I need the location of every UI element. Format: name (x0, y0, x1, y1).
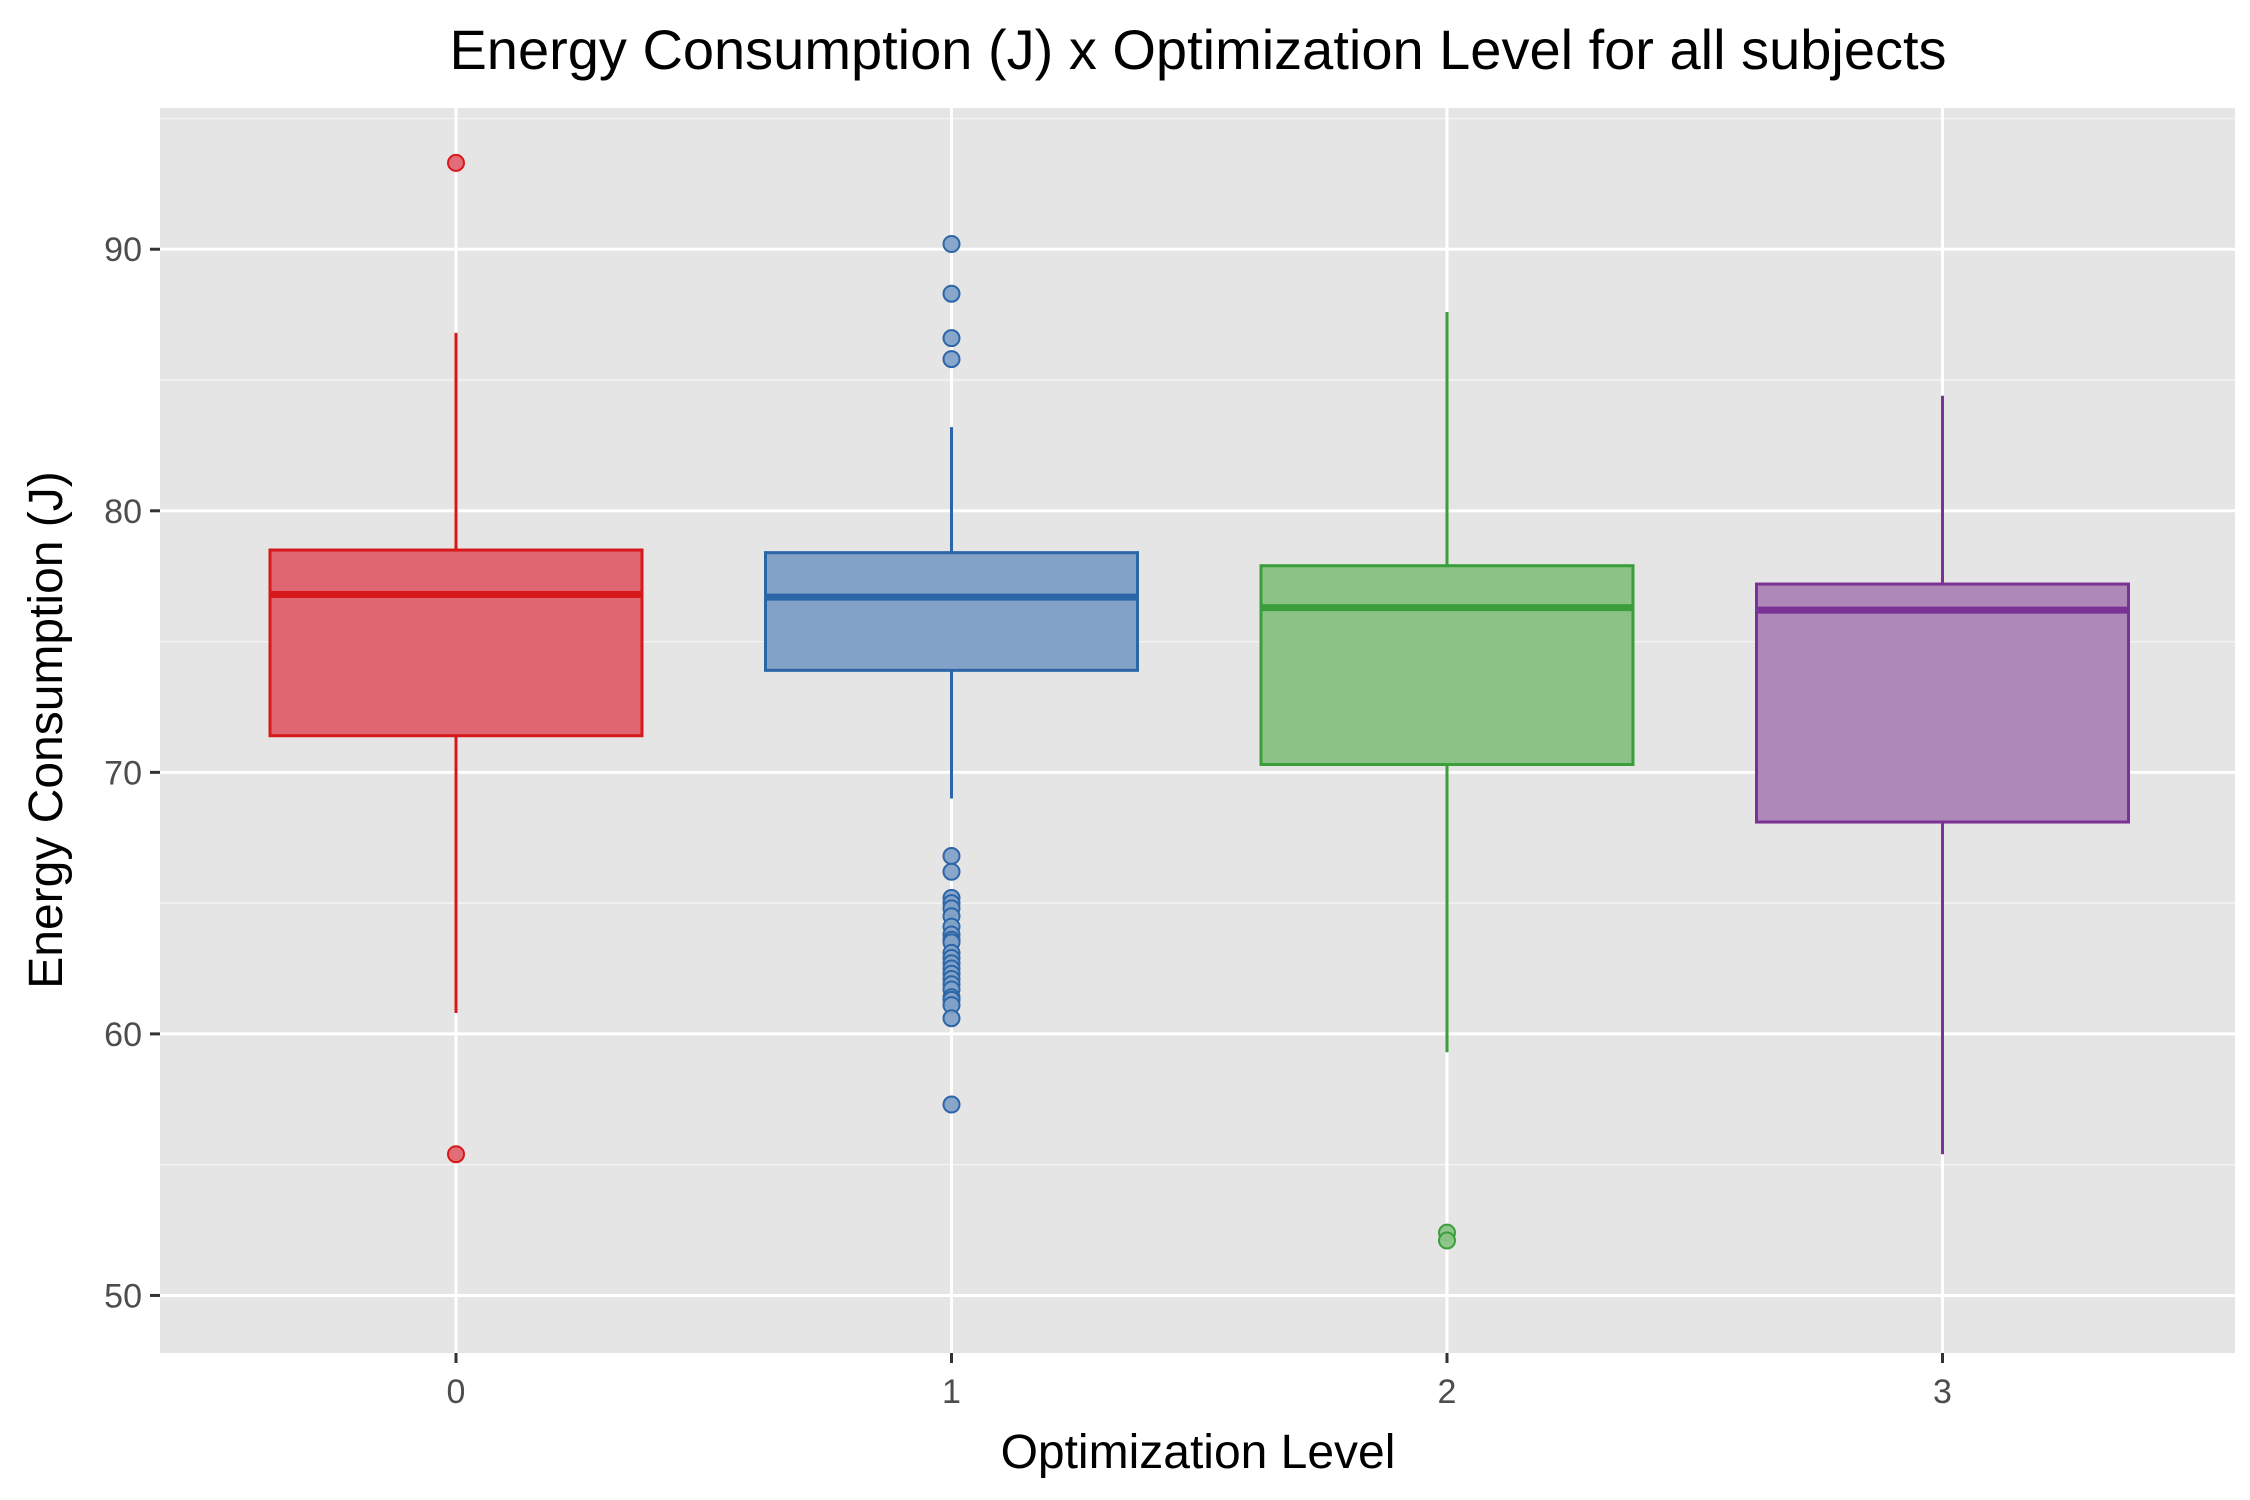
box-iqr (1259, 564, 1635, 767)
box-group-3 (1755, 395, 2130, 1155)
outlier-point (447, 1145, 465, 1164)
x-tick-label: 1 (942, 1373, 961, 1411)
outlier-point (1438, 1231, 1456, 1250)
box-group-1 (764, 235, 1139, 1114)
outlier-point (447, 153, 465, 172)
x-tick-label: 0 (447, 1373, 466, 1411)
outlier-point (942, 235, 961, 254)
box-iqr (1755, 582, 2130, 824)
box-series (268, 153, 2130, 1250)
x-tick-label: 3 (1933, 1373, 1952, 1411)
box-group-0 (268, 153, 644, 1164)
x-axis-title: Optimization Level (1001, 1426, 1396, 1479)
box-group-2 (1259, 312, 1635, 1250)
outlier-point (942, 284, 961, 303)
box-iqr (764, 551, 1139, 672)
outlier-point (942, 862, 961, 881)
outlier-point (942, 1095, 961, 1114)
y-axis-title: Energy Consumption (J) (20, 471, 73, 989)
outlier-point (942, 847, 961, 866)
outlier-point (942, 350, 961, 369)
x-tick-label: 2 (1438, 1373, 1457, 1411)
y-tick-label: 90 (104, 231, 142, 269)
outlier-point (942, 329, 961, 348)
chart-title: Energy Consumption (J) x Optimization Le… (449, 18, 1946, 81)
box-iqr (268, 548, 644, 738)
x-axis: 0 1 2 3 (447, 1353, 1952, 1411)
outlier-point (942, 1009, 961, 1028)
y-tick-label: 80 (104, 493, 142, 531)
y-tick-label: 70 (104, 754, 142, 792)
y-tick-label: 50 (104, 1277, 142, 1315)
y-tick-label: 60 (104, 1016, 142, 1054)
y-axis: 50 60 70 80 90 (104, 231, 160, 1315)
